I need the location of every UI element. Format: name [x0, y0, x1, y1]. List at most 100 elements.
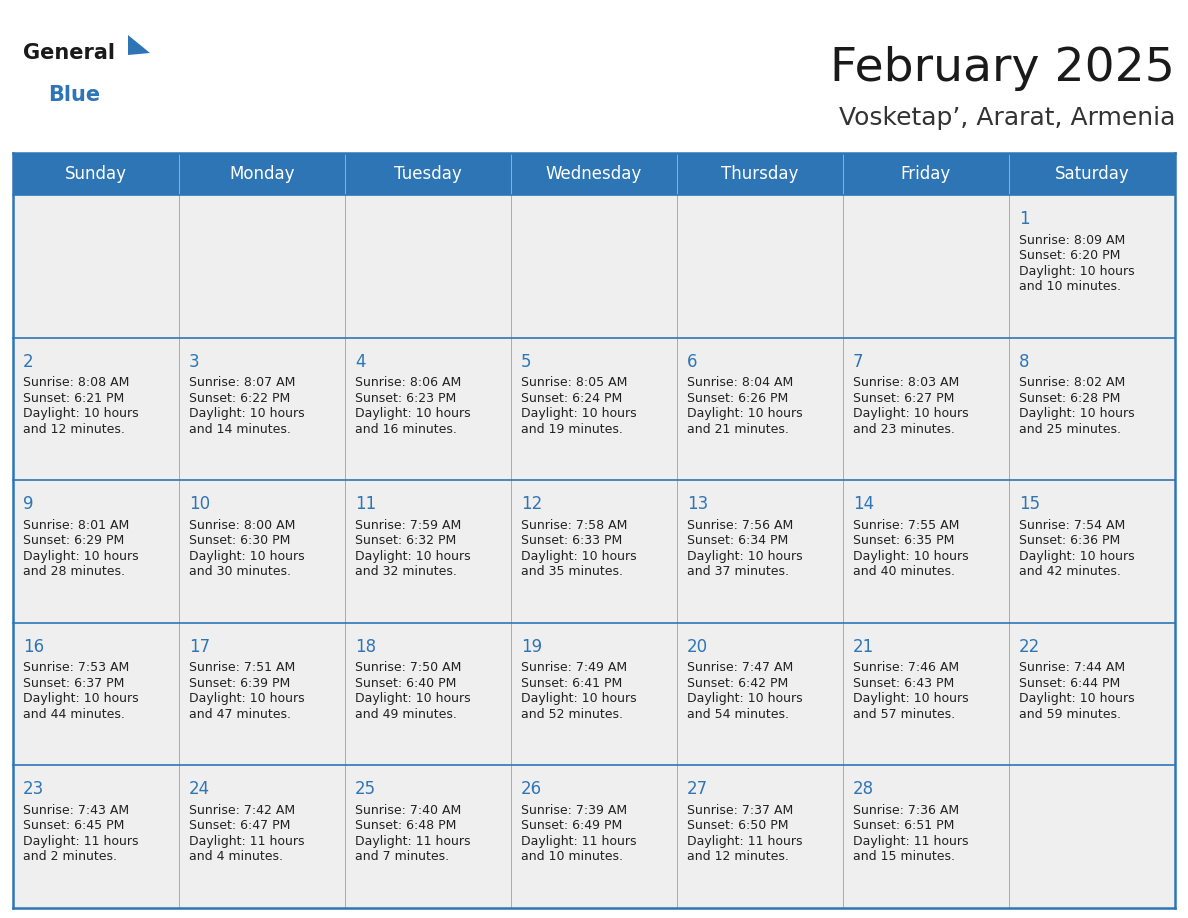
Text: and 25 minutes.: and 25 minutes. [1019, 422, 1121, 436]
Text: and 44 minutes.: and 44 minutes. [23, 708, 125, 721]
Bar [345, 195, 511, 338]
Text: and 40 minutes.: and 40 minutes. [853, 565, 955, 578]
Bar [179, 338, 345, 480]
Text: and 10 minutes.: and 10 minutes. [1019, 280, 1121, 293]
Text: Vosketap’, Ararat, Armenia: Vosketap’, Ararat, Armenia [839, 106, 1175, 130]
Text: and 21 minutes.: and 21 minutes. [687, 422, 789, 436]
Text: 13: 13 [687, 495, 708, 513]
Text: Daylight: 10 hours: Daylight: 10 hours [355, 550, 470, 563]
Text: Sunset: 6:51 PM: Sunset: 6:51 PM [853, 820, 954, 833]
Bar [1009, 195, 1175, 338]
Text: and 37 minutes.: and 37 minutes. [687, 565, 789, 578]
Text: and 59 minutes.: and 59 minutes. [1019, 708, 1121, 721]
Text: and 4 minutes.: and 4 minutes. [189, 850, 283, 864]
Text: 16: 16 [23, 638, 44, 655]
Text: Sunrise: 7:49 AM: Sunrise: 7:49 AM [522, 661, 627, 675]
Bar [511, 195, 677, 338]
Text: Daylight: 11 hours: Daylight: 11 hours [522, 834, 637, 848]
Text: 14: 14 [853, 495, 874, 513]
Text: Sunset: 6:39 PM: Sunset: 6:39 PM [189, 677, 290, 689]
Text: 20: 20 [687, 638, 708, 655]
Bar [843, 766, 1009, 908]
Text: 4: 4 [355, 353, 366, 371]
Text: Sunrise: 8:00 AM: Sunrise: 8:00 AM [189, 519, 296, 532]
Bar [179, 195, 345, 338]
Text: 7: 7 [853, 353, 864, 371]
Bar [13, 338, 179, 480]
Bar [13, 766, 179, 908]
Text: and 7 minutes.: and 7 minutes. [355, 850, 449, 864]
Text: Sunrise: 7:54 AM: Sunrise: 7:54 AM [1019, 519, 1125, 532]
Bar [677, 622, 843, 766]
Bar [345, 622, 511, 766]
Text: Sunrise: 7:55 AM: Sunrise: 7:55 AM [853, 519, 960, 532]
Bar [13, 622, 179, 766]
Text: and 35 minutes.: and 35 minutes. [522, 565, 623, 578]
Text: 25: 25 [355, 780, 377, 799]
Text: and 14 minutes.: and 14 minutes. [189, 422, 291, 436]
Bar [1009, 338, 1175, 480]
Text: 11: 11 [355, 495, 377, 513]
Text: and 16 minutes.: and 16 minutes. [355, 422, 457, 436]
Text: Sunrise: 8:06 AM: Sunrise: 8:06 AM [355, 376, 461, 389]
Text: Sunrise: 8:04 AM: Sunrise: 8:04 AM [687, 376, 794, 389]
Text: and 49 minutes.: and 49 minutes. [355, 708, 457, 721]
Text: Daylight: 10 hours: Daylight: 10 hours [189, 550, 304, 563]
Bar [345, 480, 511, 622]
Text: Sunset: 6:30 PM: Sunset: 6:30 PM [189, 534, 290, 547]
Text: 8: 8 [1019, 353, 1030, 371]
Bar [511, 622, 677, 766]
Text: 5: 5 [522, 353, 531, 371]
Text: Saturday: Saturday [1055, 165, 1130, 183]
Text: Monday: Monday [229, 165, 295, 183]
Text: and 2 minutes.: and 2 minutes. [23, 850, 116, 864]
Text: 28: 28 [853, 780, 874, 799]
Text: Sunrise: 8:08 AM: Sunrise: 8:08 AM [23, 376, 129, 389]
Text: Sunday: Sunday [65, 165, 127, 183]
Text: Daylight: 10 hours: Daylight: 10 hours [1019, 550, 1135, 563]
Text: Sunset: 6:23 PM: Sunset: 6:23 PM [355, 392, 456, 405]
Bar [179, 480, 345, 622]
Bar [345, 766, 511, 908]
Text: Sunset: 6:49 PM: Sunset: 6:49 PM [522, 820, 623, 833]
Text: Daylight: 10 hours: Daylight: 10 hours [522, 550, 637, 563]
Text: 10: 10 [189, 495, 210, 513]
Text: 9: 9 [23, 495, 33, 513]
Text: Daylight: 11 hours: Daylight: 11 hours [189, 834, 304, 848]
Text: Sunrise: 7:46 AM: Sunrise: 7:46 AM [853, 661, 959, 675]
Text: Sunset: 6:24 PM: Sunset: 6:24 PM [522, 392, 623, 405]
Text: and 42 minutes.: and 42 minutes. [1019, 565, 1120, 578]
Text: Daylight: 10 hours: Daylight: 10 hours [1019, 264, 1135, 277]
Text: Daylight: 11 hours: Daylight: 11 hours [23, 834, 139, 848]
Text: 6: 6 [687, 353, 697, 371]
Text: and 47 minutes.: and 47 minutes. [189, 708, 291, 721]
Text: Sunset: 6:50 PM: Sunset: 6:50 PM [687, 820, 789, 833]
Text: Daylight: 10 hours: Daylight: 10 hours [355, 407, 470, 420]
Text: Sunrise: 8:05 AM: Sunrise: 8:05 AM [522, 376, 627, 389]
Text: Sunset: 6:41 PM: Sunset: 6:41 PM [522, 677, 623, 689]
Text: Sunset: 6:40 PM: Sunset: 6:40 PM [355, 677, 456, 689]
Bar [843, 622, 1009, 766]
Text: Sunset: 6:33 PM: Sunset: 6:33 PM [522, 534, 623, 547]
Text: Sunset: 6:45 PM: Sunset: 6:45 PM [23, 820, 125, 833]
Text: Daylight: 10 hours: Daylight: 10 hours [1019, 407, 1135, 420]
Text: Sunrise: 7:37 AM: Sunrise: 7:37 AM [687, 804, 794, 817]
Bar [677, 338, 843, 480]
Text: Sunrise: 8:02 AM: Sunrise: 8:02 AM [1019, 376, 1125, 389]
Text: 12: 12 [522, 495, 542, 513]
Polygon shape [128, 35, 150, 55]
Text: Sunrise: 7:44 AM: Sunrise: 7:44 AM [1019, 661, 1125, 675]
Text: Daylight: 10 hours: Daylight: 10 hours [1019, 692, 1135, 705]
Bar [677, 766, 843, 908]
Text: Sunrise: 8:07 AM: Sunrise: 8:07 AM [189, 376, 296, 389]
Text: and 30 minutes.: and 30 minutes. [189, 565, 291, 578]
Text: Sunset: 6:32 PM: Sunset: 6:32 PM [355, 534, 456, 547]
Text: Sunset: 6:42 PM: Sunset: 6:42 PM [687, 677, 789, 689]
Text: 26: 26 [522, 780, 542, 799]
Bar [511, 480, 677, 622]
Text: Thursday: Thursday [721, 165, 798, 183]
Text: Sunrise: 7:42 AM: Sunrise: 7:42 AM [189, 804, 295, 817]
Bar [13, 195, 179, 338]
Text: Daylight: 10 hours: Daylight: 10 hours [687, 692, 803, 705]
Text: Sunrise: 7:51 AM: Sunrise: 7:51 AM [189, 661, 296, 675]
